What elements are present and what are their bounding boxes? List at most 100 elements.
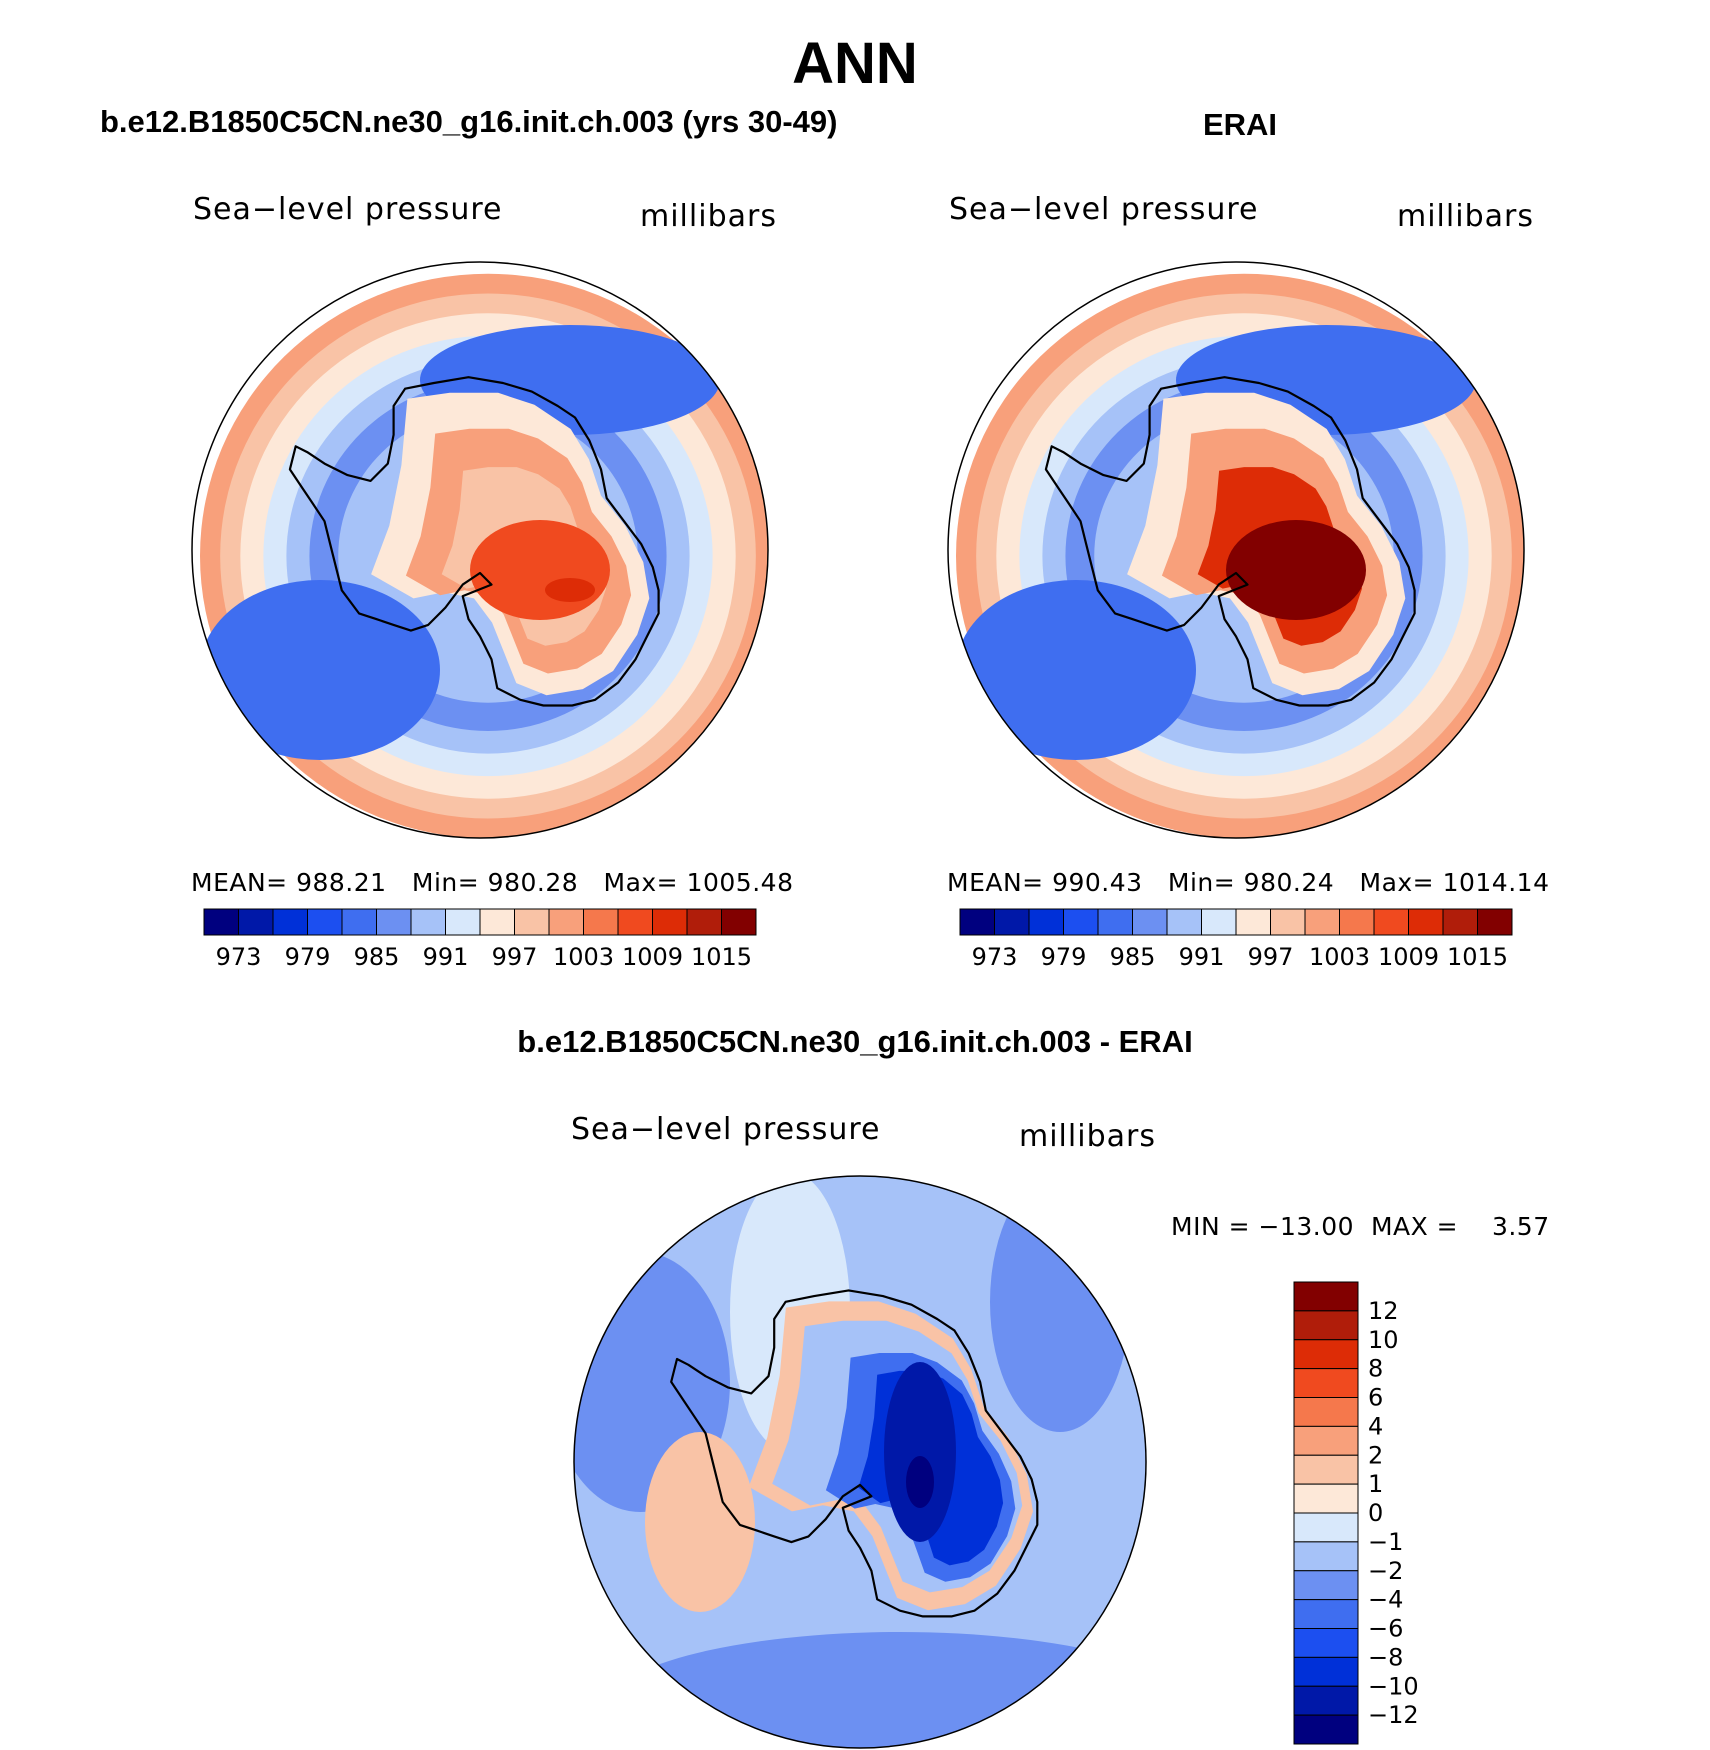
diff-variable-label: Sea−level pressure (571, 1112, 881, 1147)
diff-units-label: millibars (1019, 1119, 1156, 1154)
diff-tick-13: −10 (1368, 1672, 1419, 1700)
diff-tick-9: −2 (1368, 1557, 1403, 1585)
obs-low-lobe-1 (956, 580, 1196, 760)
diff-coastal-positive (645, 1432, 755, 1612)
model-cbar-swatch-15 (721, 908, 757, 936)
obs-cbar-swatch-0 (959, 908, 995, 936)
model-cbar-tick-3: 991 (423, 943, 469, 971)
model-cbar-tick-6: 1009 (622, 943, 683, 971)
obs-mean-label: MEAN= (947, 868, 1044, 897)
model-max-value: 1005.48 (686, 868, 794, 897)
obs-cbar-swatch-13 (1408, 908, 1444, 936)
diff-swatch-0 (1293, 1281, 1359, 1312)
model-cbar-swatch-2 (272, 908, 308, 936)
obs-max-label: Max= (1359, 868, 1435, 897)
diff-tick-6: 1 (1368, 1470, 1383, 1498)
obs-cbar-swatch-9 (1270, 908, 1306, 936)
obs-variable-label: Sea−level pressure (949, 192, 1259, 227)
diff-panel-title: b.e12.B1850C5CN.ne30_g16.init.ch.003 - E… (517, 1024, 1193, 1059)
obs-cbar-tick-6: 1009 (1378, 943, 1439, 971)
diff-tick-3: 6 (1368, 1384, 1383, 1412)
model-cbar-swatch-3 (307, 908, 343, 936)
diff-min-value: −13.00 (1258, 1212, 1355, 1241)
obs-min-value: 980.24 (1243, 868, 1335, 897)
model-cbar-swatch-6 (410, 908, 446, 936)
obs-cbar-swatch-5 (1132, 908, 1168, 936)
model-max-spot (545, 578, 595, 602)
obs-min-label: Min= (1167, 868, 1236, 897)
diff-tick-12: −8 (1368, 1643, 1403, 1671)
model-cbar-swatch-10 (548, 908, 584, 936)
figure-title: ANN (792, 31, 918, 96)
diff-low-core (884, 1362, 956, 1542)
diff-swatch-10 (1293, 1570, 1359, 1601)
obs-colorbar: 973 979 985 991 997 1003 1009 1015 (959, 908, 1513, 971)
obs-cbar-swatch-12 (1373, 908, 1409, 936)
model-cbar-swatch-4 (341, 908, 377, 936)
diff-tick-4: 4 (1368, 1412, 1383, 1440)
model-cbar-swatch-11 (583, 908, 619, 936)
diff-tick-11: −6 (1368, 1615, 1403, 1643)
diff-south-band (600, 1632, 1146, 1748)
obs-cbar-tick-0: 973 (972, 943, 1018, 971)
obs-max-spot (1301, 578, 1351, 602)
model-colorbar: 973 979 985 991 997 1003 1009 1015 (203, 908, 757, 971)
obs-stats: MEAN= 990.43 Min= 980.24 Max= 1014.14 (947, 868, 1549, 897)
diff-tick-1: 10 (1368, 1326, 1399, 1354)
model-max-label: Max= (603, 868, 679, 897)
obs-cbar-swatch-7 (1201, 908, 1237, 936)
obs-cbar-swatch-10 (1304, 908, 1340, 936)
diff-tick-10: −4 (1368, 1586, 1403, 1614)
model-panel-title: b.e12.B1850C5CN.ne30_g16.init.ch.003 (yr… (100, 104, 838, 139)
model-cbar-swatch-7 (445, 908, 481, 936)
diff-swatch-3 (1293, 1368, 1359, 1398)
model-cbar-tick-0: 973 (216, 943, 262, 971)
diff-max-label: MAX = (1370, 1212, 1459, 1241)
model-map-border (191, 261, 769, 839)
model-low-lobe-1 (200, 580, 440, 760)
diff-swatch-6 (1293, 1454, 1359, 1485)
obs-cbar-swatch-1 (994, 908, 1030, 936)
obs-cbar-tick-2: 985 (1110, 943, 1156, 971)
obs-cbar-swatch-14 (1442, 908, 1478, 936)
model-stats: MEAN= 988.21 Min= 980.28 Max= 1005.48 (191, 868, 793, 897)
obs-cbar-swatch-3 (1063, 908, 1099, 936)
diff-swatch-5 (1293, 1425, 1359, 1456)
model-cbar-swatch-5 (376, 908, 412, 936)
obs-map-border (947, 261, 1525, 839)
obs-cbar-tick-5: 1003 (1309, 943, 1370, 971)
obs-cbar-tick-1: 979 (1041, 943, 1087, 971)
model-variable-label: Sea−level pressure (193, 192, 503, 227)
diff-min-spot (906, 1456, 934, 1508)
diff-swatch-1 (1293, 1310, 1359, 1341)
obs-cbar-swatch-2 (1028, 908, 1064, 936)
diff-swatch-14 (1293, 1685, 1359, 1716)
diff-tick-2: 8 (1368, 1355, 1383, 1383)
diff-coastline (670, 1289, 1039, 1618)
diff-stats: MIN = −13.00 MAX = 3.57 (1171, 1212, 1550, 1241)
obs-cbar-tick-4: 997 (1248, 943, 1294, 971)
obs-cbar-swatch-11 (1339, 908, 1375, 936)
model-cbar-tick-2: 985 (354, 943, 400, 971)
diff-min-label: MIN = (1171, 1212, 1251, 1241)
model-cbar-tick-7: 1015 (691, 943, 752, 971)
diff-swatch-11 (1293, 1599, 1359, 1629)
diff-swatch-4 (1293, 1397, 1359, 1427)
diff-map-border (573, 1175, 1147, 1749)
model-cbar-tick-5: 1003 (553, 943, 614, 971)
obs-cbar-tick-7: 1015 (1447, 943, 1508, 971)
model-mean-label: MEAN= (191, 868, 288, 897)
model-min-label: Min= (411, 868, 480, 897)
obs-cbar-swatch-4 (1097, 908, 1133, 936)
diff-tick-8: −1 (1368, 1528, 1403, 1556)
obs-cbar-swatch-15 (1477, 908, 1513, 936)
obs-coastline (1044, 376, 1416, 707)
model-coastline (288, 376, 660, 707)
model-cbar-swatch-8 (479, 908, 515, 936)
obs-cbar-swatch-8 (1235, 908, 1271, 936)
diff-east-band (990, 1176, 1130, 1432)
model-cbar-swatch-14 (686, 908, 722, 936)
diff-swatch-7 (1293, 1483, 1359, 1514)
model-cbar-swatch-12 (617, 908, 653, 936)
